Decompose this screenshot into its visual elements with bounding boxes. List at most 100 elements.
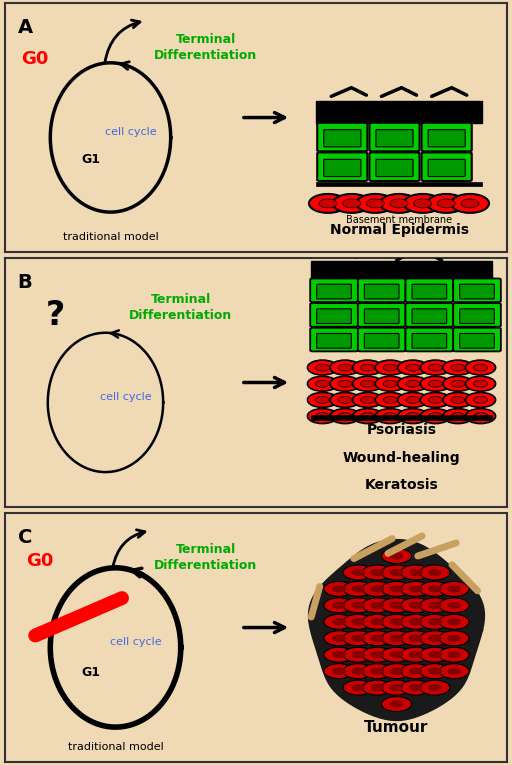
Circle shape (447, 619, 461, 625)
Circle shape (406, 396, 420, 403)
FancyBboxPatch shape (310, 327, 358, 351)
Circle shape (474, 380, 487, 387)
Circle shape (353, 360, 382, 375)
Text: traditional model: traditional model (68, 742, 163, 752)
Circle shape (375, 360, 406, 375)
Circle shape (338, 380, 352, 387)
Circle shape (447, 602, 461, 609)
Text: A: A (17, 18, 33, 37)
FancyBboxPatch shape (369, 122, 419, 151)
Circle shape (381, 549, 412, 564)
Circle shape (390, 569, 403, 576)
Circle shape (439, 664, 469, 679)
Circle shape (371, 602, 384, 609)
Circle shape (332, 619, 346, 625)
Circle shape (362, 631, 392, 646)
Circle shape (332, 668, 346, 675)
Text: B: B (17, 273, 32, 292)
Circle shape (380, 194, 418, 213)
Circle shape (429, 685, 441, 691)
Text: G1: G1 (81, 666, 100, 679)
Circle shape (332, 586, 346, 592)
FancyBboxPatch shape (317, 309, 351, 324)
Circle shape (390, 668, 403, 675)
Circle shape (439, 598, 469, 613)
Text: ?: ? (46, 299, 65, 332)
Circle shape (390, 602, 403, 609)
Circle shape (362, 647, 392, 662)
Circle shape (352, 586, 365, 592)
Circle shape (371, 668, 384, 675)
Circle shape (398, 409, 428, 424)
Circle shape (343, 565, 373, 580)
Circle shape (451, 396, 465, 403)
Circle shape (429, 364, 442, 371)
Circle shape (362, 581, 392, 597)
FancyBboxPatch shape (376, 130, 413, 147)
Circle shape (352, 668, 365, 675)
FancyBboxPatch shape (421, 152, 472, 181)
Circle shape (362, 664, 392, 679)
FancyBboxPatch shape (324, 159, 361, 177)
FancyBboxPatch shape (406, 303, 453, 327)
Circle shape (381, 598, 412, 613)
Circle shape (390, 619, 403, 625)
Text: cell cycle: cell cycle (105, 128, 156, 138)
Circle shape (447, 668, 461, 675)
Circle shape (307, 376, 337, 391)
Circle shape (420, 360, 451, 375)
Circle shape (375, 376, 406, 391)
Circle shape (400, 581, 431, 597)
FancyBboxPatch shape (412, 284, 446, 299)
Circle shape (352, 602, 365, 609)
Circle shape (409, 635, 422, 642)
Circle shape (360, 364, 375, 371)
FancyBboxPatch shape (376, 159, 413, 177)
Circle shape (343, 664, 373, 679)
Circle shape (427, 194, 465, 213)
Circle shape (443, 360, 473, 375)
FancyBboxPatch shape (453, 278, 501, 302)
FancyBboxPatch shape (358, 303, 406, 327)
Circle shape (398, 360, 428, 375)
FancyBboxPatch shape (365, 334, 399, 348)
Circle shape (371, 569, 384, 576)
Circle shape (371, 685, 384, 691)
Circle shape (447, 652, 461, 658)
Circle shape (353, 376, 382, 391)
Circle shape (307, 392, 337, 408)
Circle shape (400, 680, 431, 695)
Circle shape (362, 565, 392, 580)
FancyBboxPatch shape (358, 327, 406, 351)
Circle shape (383, 380, 397, 387)
Circle shape (465, 360, 496, 375)
Circle shape (465, 392, 496, 408)
Circle shape (381, 581, 412, 597)
Circle shape (400, 647, 431, 662)
Circle shape (332, 635, 346, 642)
Circle shape (403, 194, 442, 213)
Circle shape (420, 664, 450, 679)
Circle shape (409, 569, 422, 576)
Circle shape (420, 409, 451, 424)
Text: Normal Epidermis: Normal Epidermis (330, 223, 468, 237)
Circle shape (429, 602, 441, 609)
FancyBboxPatch shape (460, 309, 495, 324)
Circle shape (429, 619, 441, 625)
Text: Wound-healing: Wound-healing (343, 451, 460, 464)
Circle shape (371, 652, 384, 658)
Text: G0: G0 (22, 50, 49, 68)
Circle shape (451, 364, 465, 371)
FancyBboxPatch shape (324, 130, 361, 147)
Circle shape (343, 614, 373, 630)
FancyBboxPatch shape (358, 278, 406, 302)
Circle shape (381, 647, 412, 662)
Text: Basement membrane: Basement membrane (346, 215, 452, 225)
Circle shape (338, 396, 352, 403)
Circle shape (420, 581, 450, 597)
Circle shape (371, 619, 384, 625)
Circle shape (353, 409, 382, 424)
Circle shape (330, 360, 360, 375)
Circle shape (324, 614, 354, 630)
Circle shape (409, 602, 422, 609)
